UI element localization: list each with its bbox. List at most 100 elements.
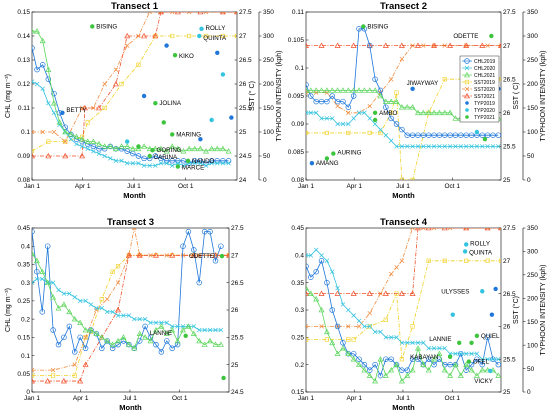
y-tick-label-sst: 26.5 xyxy=(239,57,252,64)
data-point-chl2021 xyxy=(388,98,395,104)
data-point-chl2020 xyxy=(85,146,91,152)
data-point-chl2019 xyxy=(130,150,136,157)
y-tick-label-sst: 24 xyxy=(239,177,247,184)
typhoon-point-typ2021 xyxy=(469,340,474,345)
data-point-chl2021 xyxy=(350,87,357,93)
y-tick-label-sst: 24.5 xyxy=(239,153,252,160)
x-tick-label: Apr 1 xyxy=(75,183,91,190)
data-point-chl2021 xyxy=(377,92,384,99)
data-point-chl2021 xyxy=(169,143,176,149)
data-point-sst2020 xyxy=(124,43,130,48)
data-point-chl2019 xyxy=(425,356,432,362)
data-point-sst2019 xyxy=(102,105,107,111)
y-tick-label-chl: 0.15 xyxy=(17,335,30,342)
x-tick-label: Jul 1 xyxy=(127,183,141,190)
series-line-chl2021 xyxy=(306,287,499,382)
data-point-sst2019 xyxy=(378,130,383,136)
series-line-sst2019 xyxy=(306,260,501,360)
data-point-chl2019 xyxy=(377,372,384,379)
y-tick-label-sst: 25.5 xyxy=(231,335,244,342)
data-point-sst2019 xyxy=(220,33,226,39)
data-point-chl2021 xyxy=(174,145,181,152)
data-point-chl2019 xyxy=(436,356,443,362)
data-point-chl2020 xyxy=(437,346,442,351)
y-tick-label-chl: 0 xyxy=(26,389,30,396)
data-point-chl2019 xyxy=(306,263,309,270)
data-point-chl2020 xyxy=(346,121,351,127)
data-point-sst2020 xyxy=(498,228,501,231)
data-point-chl2021 xyxy=(112,145,119,152)
legend-label: TYP2019 xyxy=(474,101,495,107)
data-point-chl2020 xyxy=(67,291,72,296)
data-point-sst2019 xyxy=(410,324,415,329)
x-tick-label: Jan 1 xyxy=(298,183,314,190)
y-tick-label-chl: 0.2 xyxy=(295,362,304,369)
data-point-chl2021 xyxy=(225,148,232,154)
data-point-chl2021 xyxy=(60,301,67,307)
data-point-chl2021 xyxy=(50,100,57,106)
data-point-chl2021 xyxy=(313,87,320,93)
data-point-chl2020 xyxy=(335,121,340,127)
data-point-chl2021 xyxy=(479,367,486,373)
legend-label: SST2020 xyxy=(474,87,495,93)
y-tick-label-sst: 26.5 xyxy=(231,280,244,287)
typhoon-point-typ2021 xyxy=(489,33,494,39)
y-tick-label-chl: 0.14 xyxy=(17,33,30,40)
data-point-chl2020 xyxy=(147,163,152,168)
legend-item-typ2019: TYP2019 xyxy=(465,101,495,107)
data-point-chl2021 xyxy=(56,119,63,125)
data-point-chl2021 xyxy=(414,109,421,116)
data-point-chl2021 xyxy=(190,330,197,336)
data-point-chl2020 xyxy=(34,276,40,282)
data-point-chl2020 xyxy=(469,351,474,356)
data-point-sst2020 xyxy=(169,12,175,15)
data-point-chl2021 xyxy=(307,290,314,296)
data-point-sst2020 xyxy=(356,324,362,329)
data-point-sst2019 xyxy=(367,130,372,136)
data-point-chl2021 xyxy=(174,337,181,344)
data-point-chl2019 xyxy=(495,132,501,138)
data-point-chl2021 xyxy=(361,87,368,93)
y-tick-label-chl: 0.05 xyxy=(17,371,30,378)
data-point-chl2020 xyxy=(410,144,415,149)
data-point-chl2020 xyxy=(196,327,202,333)
data-point-chl2020 xyxy=(169,163,175,168)
data-point-sst2020 xyxy=(203,12,209,15)
data-point-chl2020 xyxy=(141,163,147,168)
data-point-chl2021 xyxy=(212,341,219,347)
data-point-chl2021 xyxy=(420,361,427,367)
data-point-chl2020 xyxy=(421,340,426,346)
data-point-chl2019 xyxy=(442,132,448,138)
y-tick-label-typhoon: 100 xyxy=(527,129,538,136)
y-tick-label-sst: 26 xyxy=(231,307,239,314)
data-point-chl2020 xyxy=(153,320,159,326)
data-point-sst2021 xyxy=(382,42,389,48)
y-tick-label-typhoon: 250 xyxy=(527,272,538,279)
legend-item-chl2019: CHL2019 xyxy=(462,58,495,65)
typhoon-point-typ2021 xyxy=(331,151,336,156)
y-tick-label-typhoon: 50 xyxy=(527,153,535,160)
data-point-sst2019 xyxy=(234,33,237,39)
data-point-chl2019 xyxy=(164,338,170,344)
y-tick-label-typhoon: 350 xyxy=(527,9,538,16)
data-point-chl2019 xyxy=(32,228,35,235)
x-tick-label: Jul 1 xyxy=(123,395,137,402)
plot-area: BISING JIWAYWAY AMBO AURING AMANG ODETTE xyxy=(306,23,501,180)
data-point-chl2020 xyxy=(83,298,88,304)
data-point-chl2021 xyxy=(32,250,35,256)
data-point-chl2019 xyxy=(318,258,325,264)
legend-marker xyxy=(464,65,470,71)
data-point-chl2020 xyxy=(124,160,130,166)
data-point-chl2021 xyxy=(185,323,192,329)
data-point-chl2020 xyxy=(32,79,35,84)
data-point-sst2019 xyxy=(442,258,447,263)
data-point-sst2020 xyxy=(79,105,85,111)
y-tick-label-chl: 0.4 xyxy=(295,253,304,260)
data-point-sst2021 xyxy=(350,290,357,296)
data-point-chl2020 xyxy=(447,144,453,149)
data-point-sst2019 xyxy=(346,337,351,342)
data-point-chl2020 xyxy=(474,351,480,356)
data-point-sst2020 xyxy=(115,280,121,285)
data-point-sst2019 xyxy=(99,296,104,302)
